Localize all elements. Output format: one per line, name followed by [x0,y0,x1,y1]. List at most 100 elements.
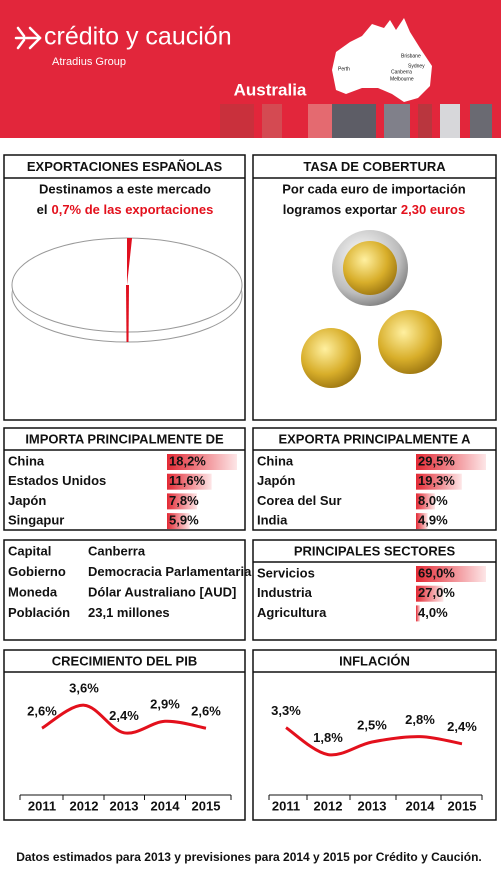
bar-label: 69,0% [418,565,455,580]
bar-label: 4,9% [418,513,448,528]
bar [416,454,486,470]
panel-title: INFLACIÓN [339,653,410,668]
panel [252,154,497,421]
line-series [41,703,207,735]
data-label: 2,5% [357,717,387,732]
country: Australia [234,80,307,99]
x-tick-label: 2012 [314,798,343,813]
panel [252,649,497,821]
row-name: Agricultura [257,605,327,620]
panel-title: EXPORTA PRINCIPALMENTE A [278,431,471,446]
x-tick-label: 2015 [192,798,221,813]
row-name: Industria [257,585,313,600]
data-label: 3,6% [69,681,99,696]
brand: crédito y caución [44,23,232,51]
fact-label: Gobierno [8,564,66,579]
brand-group: Atradius Group [52,56,126,68]
bar-label: 19,3% [418,473,455,488]
bar [416,585,444,602]
bar-label: 27,0% [418,585,455,600]
text-highlight: 0,7% de las exportaciones [51,202,213,217]
bar-label: 11,6% [169,473,206,488]
row-name: Servicios [257,565,315,580]
bar [416,473,462,490]
fact-value: Canberra [88,543,146,558]
text-part: logramos exportar [283,202,397,217]
bar-label: 5,9% [169,513,199,528]
bar-label: 29,5% [418,453,455,468]
bar [416,605,421,622]
text-highlight: 2,30 euros [401,202,465,217]
highlight-line: el 0,7% de las exportaciones [37,202,214,217]
header-blocks [220,104,492,138]
data-label: 2,4% [109,708,139,723]
bar [416,513,428,530]
text-line: Destinamos a este mercado [39,181,211,196]
panel-title: TASA DE COBERTURA [303,159,446,174]
panel [252,427,497,531]
x-tick-label: 2015 [448,798,477,813]
coins [301,230,442,388]
bar [167,473,212,490]
highlight-line: logramos exportar 2,30 euros [283,202,465,217]
x-tick-label: 2011 [272,798,300,813]
data-label: 2,6% [27,704,57,719]
panel-title: EXPORTACIONES ESPAÑOLAS [27,159,223,174]
data-label: 2,8% [405,712,435,727]
row-name: China [257,453,294,468]
panel-title: IMPORTA PRINCIPALMENTE DE [25,431,224,446]
x-tick-label: 2012 [70,798,99,813]
bar [167,454,237,470]
panel [3,539,246,641]
row-name: India [257,513,288,528]
panel [252,539,497,641]
data-label: 2,9% [150,697,180,712]
panel [3,154,246,421]
fact-value: 23,1 millones [88,605,170,620]
fact-label: Moneda [8,584,58,599]
row-name: Corea del Sur [257,493,342,508]
bar [167,493,197,510]
pie-slice [127,238,133,285]
bar-label: 18,2% [169,453,206,468]
fact-value: Dólar Australiano [AUD] [88,584,236,599]
data-label: 2,4% [447,719,477,734]
line-series [285,726,463,757]
logo-mark [14,26,42,50]
text-part: el [37,202,48,217]
bar [416,493,435,510]
row-name: Estados Unidos [8,473,106,488]
panel [3,427,246,531]
bar-label: 8,0% [418,493,448,508]
fact-label: Capital [8,543,51,558]
panel-title: PRINCIPALES SECTORES [294,543,456,558]
fact-label: Población [8,605,70,620]
city: Sydney [408,63,425,69]
text-line: Por cada euro de importación [282,181,466,196]
row-name: Singapur [8,513,64,528]
bar-label: 4,0% [418,605,448,620]
bar-label: 7,8% [169,493,199,508]
row-name: China [8,453,45,468]
fact-value: Democracia Parlamentaria [88,564,252,579]
city: Melbourne [390,76,414,82]
bar [416,566,486,582]
x-tick-label: 2013 [358,798,387,813]
city: Brisbane [401,53,421,59]
x-tick-label: 2014 [406,798,436,813]
city: Canberra [391,69,412,75]
panel [3,649,246,821]
data-label: 1,8% [313,730,343,745]
data-label: 3,3% [271,703,301,718]
x-tick-label: 2011 [28,798,56,813]
x-tick-label: 2013 [110,798,139,813]
x-tick-label: 2014 [151,798,181,813]
data-label: 2,6% [191,704,221,719]
row-name: Japón [8,493,46,508]
row-name: Japón [257,473,295,488]
footer: Datos estimados para 2013 y previsiones … [16,850,482,864]
pie-slice-side [126,285,129,342]
panel-title: CRECIMIENTO DEL PIB [52,653,197,668]
map [332,18,432,102]
